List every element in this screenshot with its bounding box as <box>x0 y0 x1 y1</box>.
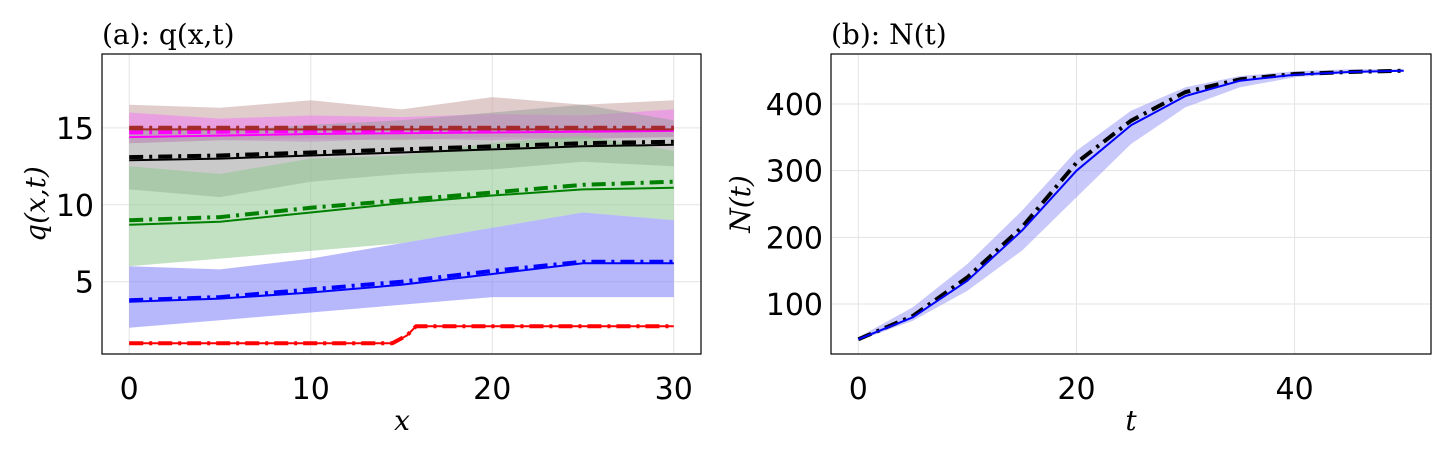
panel-b-xlabel: t <box>1125 404 1137 437</box>
series-line <box>129 186 674 226</box>
panel-a-title: (a): q(x,t) <box>102 18 235 51</box>
series-line <box>129 325 674 345</box>
y-tick-label: 300 <box>766 155 823 190</box>
y-tick-label: 400 <box>766 88 823 123</box>
ticks-a: 0 10 20 30 5 10 15 <box>56 112 693 407</box>
confidence-band <box>129 212 674 328</box>
x-tick-label: 20 <box>473 372 511 407</box>
x-tick-label: 0 <box>120 372 139 407</box>
lines-b <box>857 68 1404 342</box>
x-tick-label: 0 <box>849 372 868 407</box>
x-tick-label: 40 <box>1276 372 1314 407</box>
y-tick-label: 5 <box>75 266 94 301</box>
ticks-b: 0 20 40 100 200 300 400 <box>766 88 1314 407</box>
x-tick-label: 10 <box>292 372 330 407</box>
y-tick-label: 100 <box>766 288 823 323</box>
series-line <box>129 129 674 139</box>
y-tick-label: 10 <box>56 189 94 224</box>
x-tick-label: 30 <box>655 372 693 407</box>
panel-a: 0 10 20 30 5 10 15 (a): q(x,t) x q(x,t) <box>19 18 702 437</box>
series-line <box>857 69 1404 341</box>
series-line <box>129 262 674 303</box>
series-line <box>129 139 674 160</box>
series-line <box>129 143 674 162</box>
y-tick-label: 200 <box>766 221 823 256</box>
plot-a-frame <box>101 53 702 355</box>
plot-b-frame <box>830 53 1432 355</box>
panel-b: 0 20 40 100 200 300 400 (b): N(t) t N(t) <box>724 18 1432 437</box>
x-tick-label: 20 <box>1057 372 1095 407</box>
panel-a-ylabel: q(x,t) <box>19 166 52 242</box>
panel-b-ylabel: N(t) <box>724 175 757 234</box>
lines-a <box>129 125 674 346</box>
y-tick-label: 15 <box>56 112 94 147</box>
panel-a-xlabel: x <box>394 404 410 437</box>
series-line <box>129 179 674 223</box>
series-line <box>129 259 674 303</box>
panel-b-title: (b): N(t) <box>831 18 947 51</box>
